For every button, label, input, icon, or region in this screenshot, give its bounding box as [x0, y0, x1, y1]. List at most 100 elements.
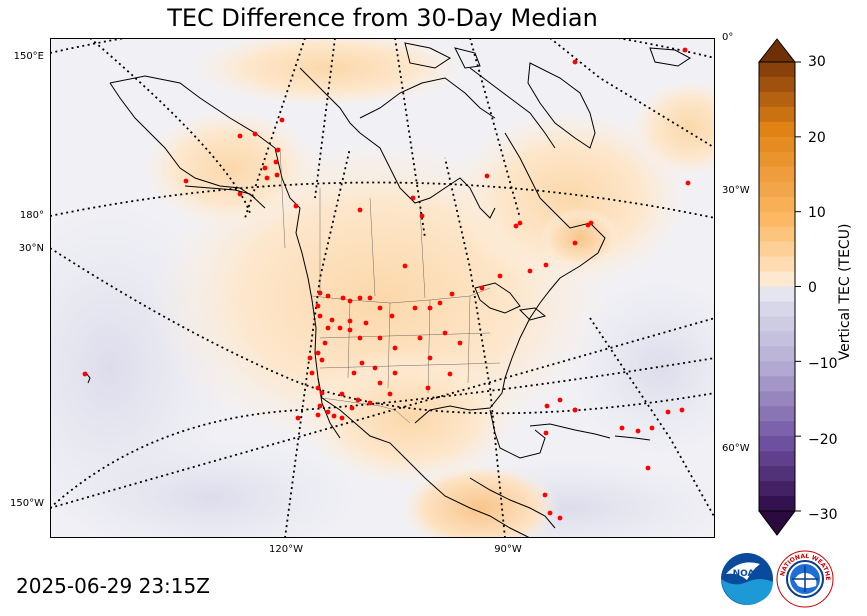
- station-marker: [319, 390, 325, 396]
- station-marker: [337, 325, 343, 331]
- station-marker: [347, 327, 353, 333]
- station-marker: [367, 400, 373, 406]
- station-marker: [357, 207, 363, 213]
- colorbar-segment: [759, 481, 795, 497]
- colorbar-segment: [759, 421, 795, 437]
- station-marker: [682, 47, 688, 53]
- station-marker: [572, 59, 578, 65]
- station-marker: [377, 335, 383, 341]
- lon-label-0: 0°: [722, 32, 734, 43]
- station-marker: [479, 285, 485, 291]
- colorbar-segment: [759, 451, 795, 467]
- station-marker: [588, 220, 594, 226]
- station-marker: [377, 380, 383, 386]
- lon-label-120w: 120°W: [269, 544, 303, 555]
- station-marker: [325, 325, 331, 331]
- station-marker: [645, 465, 651, 471]
- lon-label-90w: 90°W: [494, 544, 522, 555]
- station-marker: [340, 295, 346, 301]
- colorbar-segment: [759, 226, 795, 243]
- station-marker: [264, 175, 270, 181]
- lon-label-150e: 150°E: [13, 51, 44, 62]
- colorbar-segment: [759, 241, 795, 258]
- station-marker: [427, 305, 433, 311]
- colorbar-min-extend: [758, 510, 796, 536]
- station-marker: [252, 131, 258, 137]
- station-marker: [347, 318, 353, 324]
- colorbar-segment: [759, 331, 795, 347]
- station-marker: [329, 317, 335, 323]
- station-marker: [325, 409, 331, 415]
- timestamp: 2025-06-29 23:15Z: [16, 574, 210, 598]
- station-marker: [387, 391, 393, 397]
- station-marker: [275, 147, 281, 153]
- station-marker: [392, 345, 398, 351]
- colorbar-tick-neg10: −10: [808, 356, 838, 372]
- station-marker: [315, 350, 321, 356]
- lon-label-30w: 30°W: [722, 185, 750, 196]
- station-marker: [279, 117, 285, 123]
- station-marker: [513, 223, 519, 229]
- tec-map[interactable]: [50, 38, 715, 538]
- station-marker: [649, 425, 655, 431]
- station-marker: [417, 335, 423, 341]
- station-marker: [262, 165, 268, 171]
- lon-label-180: 180°: [19, 210, 44, 221]
- station-marker: [542, 492, 548, 498]
- colorbar-segment: [759, 301, 795, 317]
- station-marker: [547, 510, 553, 516]
- colorbar-segment: [759, 211, 795, 228]
- colorbar-label: Vertical TEC (TECU): [837, 223, 853, 361]
- station-marker: [679, 407, 685, 413]
- gnss-stations: [82, 47, 691, 521]
- station-marker: [572, 407, 578, 413]
- station-marker: [355, 397, 361, 403]
- colorbar-tick-30: 30: [808, 54, 826, 70]
- station-marker: [359, 360, 365, 366]
- station-marker: [457, 340, 463, 346]
- station-marker: [82, 371, 88, 377]
- lon-label-150w: 150°W: [10, 498, 44, 509]
- station-marker: [449, 291, 455, 297]
- station-marker: [357, 295, 363, 301]
- station-marker: [665, 409, 671, 415]
- station-marker: [357, 335, 363, 341]
- station-marker: [392, 370, 398, 376]
- colorbar-tick-20: 20: [808, 130, 826, 146]
- station-marker: [527, 268, 533, 274]
- station-marker: [309, 370, 315, 376]
- map-title: TEC Difference from 30-Day Median: [167, 4, 598, 32]
- colorbar-segment: [759, 151, 795, 168]
- station-marker: [425, 385, 431, 391]
- colorbar-segment: [759, 91, 795, 108]
- colorbar-segment: [759, 271, 795, 287]
- station-marker: [412, 305, 418, 311]
- colorbar-segment: [759, 121, 795, 138]
- station-marker: [497, 273, 503, 279]
- colorbar-segment: [759, 62, 795, 78]
- colorbar-segment: [759, 391, 795, 407]
- station-marker: [315, 412, 321, 418]
- station-marker: [295, 415, 301, 421]
- station-marker: [273, 159, 279, 165]
- station-marker: [325, 293, 331, 299]
- lat-label-30n: 30°N: [18, 243, 44, 254]
- station-marker: [377, 305, 383, 311]
- station-marker: [517, 220, 523, 226]
- station-marker: [322, 340, 328, 346]
- colorbar-segment: [759, 76, 795, 93]
- station-marker: [437, 300, 443, 306]
- station-marker: [349, 405, 355, 411]
- colorbar-segment: [759, 316, 795, 332]
- station-marker: [237, 133, 243, 139]
- colorbar-max-extend: [757, 38, 797, 63]
- lon-label-60w: 60°W: [722, 443, 750, 454]
- colorbar-tick-neg20: −20: [808, 432, 838, 448]
- station-marker: [317, 403, 323, 409]
- station-marker: [274, 172, 280, 178]
- station-marker: [543, 262, 549, 268]
- colorbar-segment: [759, 361, 795, 377]
- station-marker: [293, 203, 299, 209]
- station-marker: [557, 397, 563, 403]
- station-marker: [427, 355, 433, 361]
